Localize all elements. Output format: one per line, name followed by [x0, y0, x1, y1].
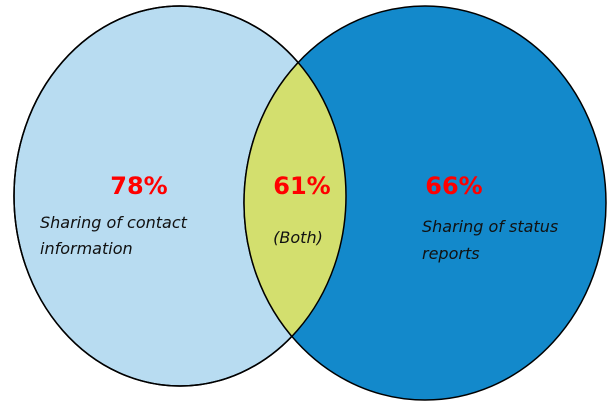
left-value: 78% — [110, 172, 167, 200]
right-label: reports — [422, 244, 480, 263]
right-value: 66% — [425, 172, 482, 200]
right-outline — [243, 6, 346, 386]
both-value: 61% — [273, 172, 330, 200]
right-label: Sharing of status — [422, 217, 558, 236]
left-outline — [13, 5, 347, 387]
left-label: Sharing of contact — [40, 213, 188, 232]
left-label: information — [40, 239, 133, 258]
both-label: (Both) — [273, 228, 323, 247]
